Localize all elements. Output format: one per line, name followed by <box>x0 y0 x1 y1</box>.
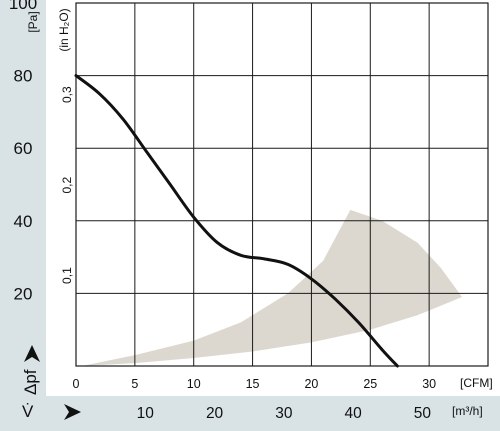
m3h-tick-label: 40 <box>345 405 363 422</box>
cfm-tick-label: 5 <box>131 377 138 391</box>
cfm-tick-label: 10 <box>187 377 201 391</box>
inh2o-tick-label: 0,3 <box>60 86 74 103</box>
curve-layer <box>74 74 399 368</box>
m3h-unit-label: [m³/h] <box>452 404 483 418</box>
y-axis-symbol: Δpf <box>21 369 40 395</box>
m3h-tick-label: 10 <box>137 405 155 422</box>
cfm-tick-label: 20 <box>304 377 318 391</box>
grid-layer <box>75 2 489 367</box>
inh2o-tick-label: 0,2 <box>60 177 74 194</box>
m3h-tick-label: 30 <box>275 405 293 422</box>
pa-tick-label: 20 <box>14 284 33 303</box>
x-axis-symbol: V̇ <box>22 402 34 421</box>
pa-tick-label: 40 <box>14 212 33 231</box>
cfm-tick-label: 0 <box>73 377 80 391</box>
pa-unit-label: [Pa] <box>26 11 40 32</box>
inh2o-unit-label: (in H₂O) <box>57 8 71 51</box>
m3h-tick-label: 50 <box>414 405 432 422</box>
cfm-tick-label: 30 <box>422 377 436 391</box>
pa-tick-label: 100 <box>9 0 37 13</box>
x-arrow-icon <box>64 404 81 420</box>
x-symbol-group: V̇ <box>22 402 81 421</box>
bottom-axis-band <box>0 396 500 431</box>
m3h-tick-label: 20 <box>206 405 224 422</box>
y-arrow-icon <box>24 345 40 362</box>
ticks-layer: 20 40 60 80 100 0,1 0,2 0,3 0 5 10 15 20 25 30 10 20 30 40… <box>9 0 436 422</box>
cfm-tick-label: 15 <box>246 377 260 391</box>
inh2o-tick-label: 0,1 <box>60 267 74 284</box>
performance-curve <box>74 74 399 368</box>
pa-tick-label: 60 <box>14 139 33 158</box>
pa-tick-label: 80 <box>14 67 33 86</box>
cfm-unit-label: [CFM] <box>460 376 493 390</box>
operating-region <box>81 209 463 366</box>
y-symbol-group: Δpf <box>21 345 40 395</box>
operating-region-layer <box>81 209 463 366</box>
cfm-tick-label: 25 <box>363 377 377 391</box>
plot-frame <box>75 2 489 367</box>
